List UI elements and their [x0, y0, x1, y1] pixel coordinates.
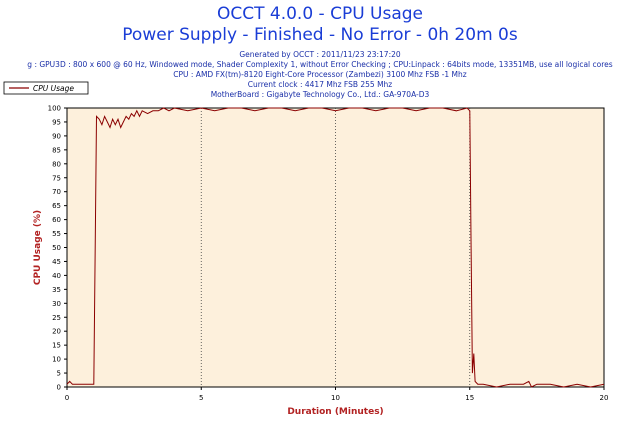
x-tick-label: 20 [600, 394, 609, 402]
x-tick-label: 15 [465, 394, 474, 402]
info-motherboard: MotherBoard : Gigabyte Technology Co., L… [210, 90, 430, 99]
y-tick-label: 80 [52, 160, 61, 168]
x-tick-label: 0 [65, 394, 69, 402]
y-tick-label: 20 [52, 328, 61, 336]
y-tick-label: 10 [52, 356, 61, 364]
x-tick-label: 10 [331, 394, 340, 402]
y-tick-label: 70 [52, 188, 61, 196]
info-generated: Generated by OCCT : 2011/11/23 23:17:20 [239, 50, 401, 59]
legend-label: CPU Usage [33, 84, 74, 93]
info-cpu: CPU : AMD FX(tm)-8120 Eight-Core Process… [173, 70, 467, 79]
x-axis-title: Duration (Minutes) [287, 407, 383, 417]
y-tick-label: 85 [52, 146, 61, 154]
y-tick-label: 95 [52, 118, 61, 126]
plot-area [66, 107, 605, 388]
info-clock: Current clock : 4417 Mhz FSB 255 Mhz [247, 80, 393, 89]
chart-subtitle: Power Supply - Finished - No Error - 0h … [122, 25, 518, 45]
y-tick-label: 65 [52, 202, 61, 210]
y-tick-label: 30 [52, 300, 61, 308]
chart-title: OCCT 4.0.0 - CPU Usage [216, 4, 424, 24]
cpu-usage-line [66, 107, 605, 388]
legend-box [3, 81, 89, 95]
y-tick-label: 90 [52, 132, 61, 140]
y-tick-label: 60 [52, 216, 61, 224]
y-tick-label: 35 [52, 286, 61, 294]
y-tick-label: 55 [52, 230, 61, 238]
y-tick-label: 0 [57, 384, 61, 392]
info-test-config: g : GPU3D : 800 x 600 @ 60 Hz, Windowed … [27, 60, 613, 69]
y-tick-label: 50 [52, 244, 61, 252]
y-tick-label: 100 [48, 105, 61, 113]
y-tick-label: 40 [52, 272, 61, 280]
y-tick-label: 5 [57, 370, 61, 378]
y-tick-label: 15 [52, 342, 61, 350]
y-tick-label: 45 [52, 258, 61, 266]
y-tick-label: 25 [52, 314, 61, 322]
y-tick-label: 75 [52, 174, 61, 182]
x-tick-label: 5 [199, 394, 203, 402]
y-axis-title: CPU Usage (%) [33, 210, 43, 285]
